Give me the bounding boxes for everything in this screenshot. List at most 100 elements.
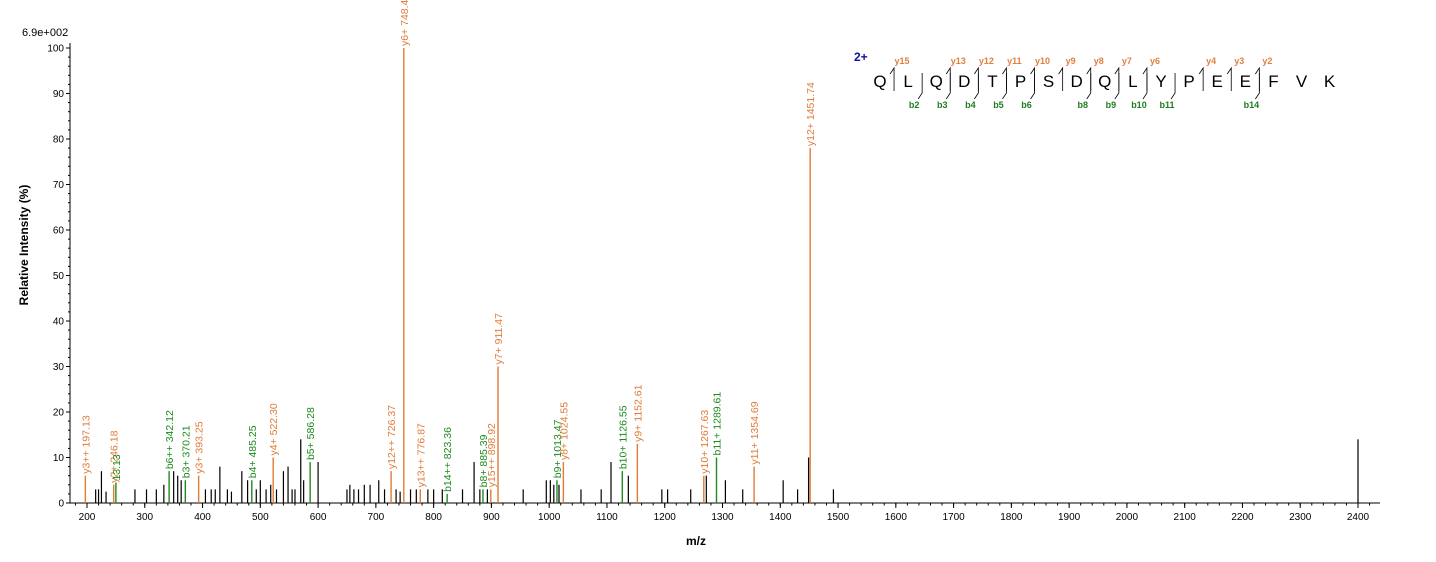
y-ion-label: y12 bbox=[979, 56, 994, 66]
peak-label: y6+ 748.40 bbox=[399, 0, 411, 46]
peak-label: y8+ 1024.55 bbox=[558, 402, 570, 460]
y-tick-label: 50 bbox=[53, 271, 65, 282]
y-cleavage-mark bbox=[974, 66, 979, 91]
peak-label: y9+ 1152.61 bbox=[632, 384, 644, 441]
b-cleavage-mark bbox=[1255, 73, 1260, 100]
x-tick-label: 1800 bbox=[1000, 512, 1023, 523]
peak-label: b6++ 342.12 bbox=[164, 410, 176, 469]
b-cleavage-mark bbox=[1030, 73, 1035, 100]
x-tick-label: 2200 bbox=[1231, 512, 1254, 523]
residue: D bbox=[1071, 72, 1083, 91]
x-tick-label: 2100 bbox=[1174, 512, 1197, 523]
y-cleavage-mark bbox=[889, 66, 895, 91]
b-cleavage-mark bbox=[1142, 73, 1148, 100]
b-ion-label: b8 bbox=[1077, 100, 1088, 110]
y-tick-label: 80 bbox=[53, 135, 65, 146]
residue: T bbox=[987, 72, 997, 91]
axes: 0 10 20 30 40 50 60 70 80 90 100 200 300 400 500 600 700… bbox=[47, 43, 1380, 523]
peak-label: b4+ 485.25 bbox=[247, 425, 259, 478]
residue: V bbox=[1296, 72, 1308, 91]
y-tick-label: 20 bbox=[53, 408, 65, 419]
residue: E bbox=[1240, 72, 1251, 91]
residue: D bbox=[958, 72, 970, 91]
x-tick-label: 1400 bbox=[769, 512, 792, 523]
b-cleavage-mark bbox=[1170, 73, 1176, 100]
x-tick-label: 1200 bbox=[654, 512, 677, 523]
residue: Y bbox=[1155, 72, 1166, 91]
x-tick-label: 1300 bbox=[711, 512, 734, 523]
y-ion-label: y3 bbox=[1234, 56, 1244, 66]
residue: P bbox=[1015, 72, 1026, 91]
x-tick-label: 200 bbox=[79, 512, 96, 523]
residue: L bbox=[1128, 72, 1137, 91]
b-ion-label: b9 bbox=[1106, 100, 1117, 110]
peak-label: y12++ 726.37 bbox=[386, 405, 398, 469]
b-ion-label: b4 bbox=[965, 100, 976, 110]
residue: E bbox=[1212, 72, 1223, 91]
y-tick-label: 90 bbox=[53, 89, 65, 100]
y-cleavage-mark bbox=[1058, 66, 1064, 91]
peak-label: y11+ 1354.69 bbox=[749, 401, 761, 464]
x-tick-label: 2000 bbox=[1116, 512, 1139, 523]
b-cleavage-mark bbox=[1002, 73, 1007, 100]
x-tick-label: 1500 bbox=[827, 512, 850, 523]
y-ion-label: y7 bbox=[1122, 56, 1132, 66]
peak-label: y10+ 1267.63 bbox=[699, 410, 711, 474]
x-tick-label: 700 bbox=[368, 512, 385, 523]
y-ion-label: y15 bbox=[895, 56, 910, 66]
y-cleavage-mark bbox=[1030, 66, 1035, 91]
y-cleavage-mark bbox=[1255, 66, 1260, 91]
y-ion-label: y4 bbox=[1206, 56, 1216, 66]
charge-label: 2+ bbox=[854, 50, 868, 64]
y-ion-label: y9 bbox=[1066, 56, 1076, 66]
residue: F bbox=[1268, 72, 1278, 91]
y-ion-label: y8 bbox=[1094, 56, 1104, 66]
x-tick-label: 1900 bbox=[1058, 512, 1081, 523]
y-tick-label: 10 bbox=[53, 453, 65, 464]
peak-label: y7+ 911.47 bbox=[493, 313, 505, 365]
peaks bbox=[84, 48, 1359, 503]
b-ion-label: b6 bbox=[1021, 100, 1032, 110]
peak-label: y15++ 898.92 bbox=[486, 423, 498, 487]
peak-label: b14++ 823.36 bbox=[442, 427, 454, 492]
b-ion-label: b10 bbox=[1131, 100, 1147, 110]
x-tick-label: 1000 bbox=[538, 512, 561, 523]
peak-label: y13++ 776.87 bbox=[415, 423, 427, 487]
y-cleavage-mark bbox=[1114, 66, 1120, 91]
x-tick-label: 600 bbox=[310, 512, 327, 523]
b-ion-label: b5 bbox=[993, 100, 1004, 110]
y-tick-label: 100 bbox=[47, 44, 64, 55]
residue: P bbox=[1183, 72, 1194, 91]
residue: Q bbox=[873, 72, 886, 91]
peak-label: 13.13 bbox=[111, 454, 123, 480]
x-tick-label: 800 bbox=[425, 512, 442, 523]
x-tick-label: 2300 bbox=[1289, 512, 1312, 523]
y-cleavage-mark bbox=[1142, 66, 1148, 91]
y-cleavage-mark bbox=[945, 66, 951, 91]
x-axis-title: m/z bbox=[686, 534, 706, 548]
peak-label: b10+ 1126.55 bbox=[617, 405, 629, 469]
y-cleavage-mark bbox=[1086, 66, 1092, 91]
peak-label: y3+ 393.25 bbox=[194, 421, 206, 473]
x-tick-label: 900 bbox=[483, 512, 500, 523]
y-axis-title: Relative Intensity (%) bbox=[17, 185, 31, 306]
residue: Q bbox=[930, 72, 943, 91]
y-cleavage-mark bbox=[1002, 66, 1007, 91]
y-tick-label: 40 bbox=[53, 317, 65, 328]
peak-label: y12+ 1451.74 bbox=[805, 82, 817, 146]
y-ion-label: y6 bbox=[1150, 56, 1160, 66]
residue: Q bbox=[1098, 72, 1111, 91]
y-tick-label: 30 bbox=[53, 362, 65, 373]
y-ion-label: y2 bbox=[1262, 56, 1272, 66]
b-ion-label: b11 bbox=[1160, 100, 1175, 110]
y-tick-label: 0 bbox=[58, 499, 64, 510]
x-tick-label: 500 bbox=[252, 512, 269, 523]
b-cleavage-mark bbox=[1114, 73, 1120, 100]
x-tick-label: 400 bbox=[194, 512, 211, 523]
y-ion-label: y13 bbox=[951, 56, 966, 66]
peak-label: b8+ 885.39 bbox=[478, 434, 490, 487]
y-ion-label: y10 bbox=[1035, 56, 1050, 66]
y-ion-label: y11 bbox=[1007, 56, 1022, 66]
